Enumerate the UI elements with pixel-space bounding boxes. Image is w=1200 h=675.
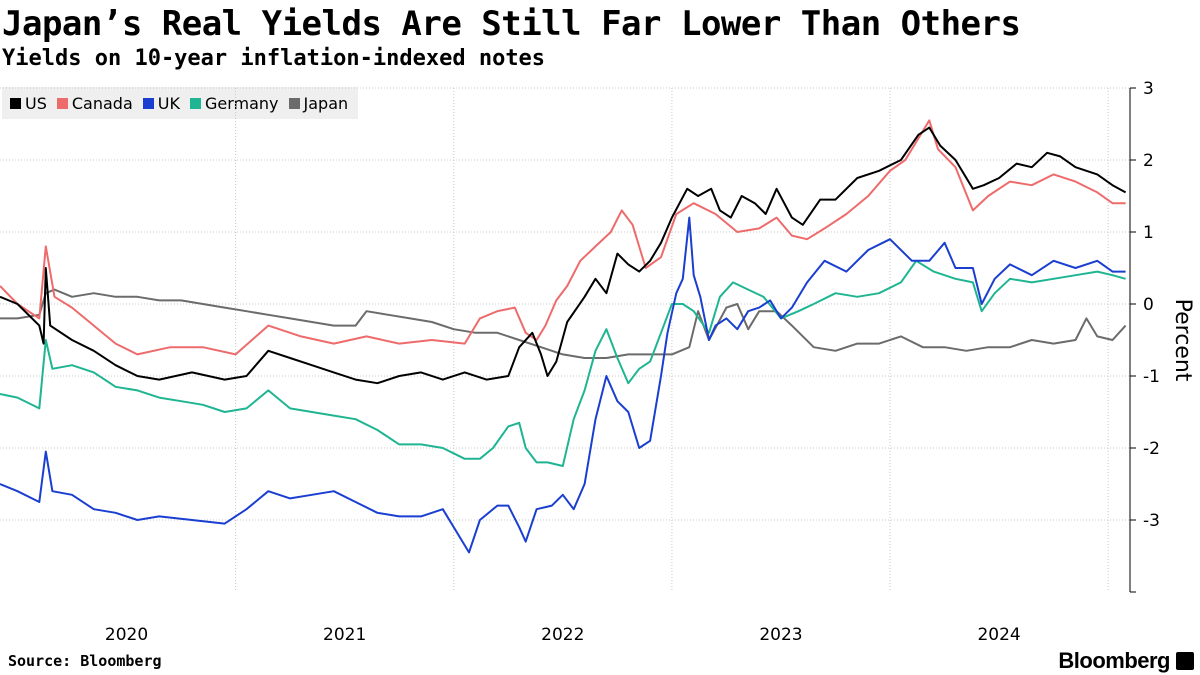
brand-logo: Bloomberg (1058, 648, 1170, 673)
legend-label: Japan (303, 93, 349, 113)
y-tick-label: -3 (1143, 511, 1160, 531)
series-line-canada (0, 119, 1126, 356)
y-tick-label: 3 (1143, 79, 1154, 99)
chart-subtitle: Yields on 10-year inflation-indexed note… (2, 46, 546, 71)
legend-item-japan: Japan (288, 93, 349, 113)
legend: US Canada UK Germany Japan (2, 87, 359, 119)
legend-label: US (25, 93, 47, 113)
legend-label: UK (157, 93, 180, 113)
series-line-japan (0, 288, 1127, 359)
x-tick-label: 2020 (105, 625, 148, 645)
y-tick-label: -1 (1143, 367, 1160, 387)
source-note: Source: Bloomberg (8, 652, 162, 670)
legend-swatch (142, 97, 154, 109)
series-line-germany (0, 259, 1126, 467)
x-tick-label: 2024 (977, 625, 1020, 645)
legend-item-canada: Canada (56, 93, 133, 113)
legend-swatch (10, 97, 21, 109)
bloomberg-terminal-icon (1176, 652, 1194, 670)
y-tick-label: 0 (1143, 295, 1154, 315)
legend-swatch (189, 97, 201, 109)
y-tick-label: 2 (1143, 151, 1154, 171)
y-axis-label: Percent (1170, 299, 1195, 382)
series-line-us (0, 126, 1127, 385)
legend-item-germany: Germany (189, 93, 279, 113)
y-tick-label: -2 (1143, 439, 1160, 459)
legend-swatch (56, 97, 68, 109)
legend-label: Germany (204, 93, 279, 113)
chart-title: Japan’s Real Yields Are Still Far Lower … (2, 4, 1021, 44)
legend-swatch (288, 97, 300, 109)
x-tick-label: 2023 (759, 625, 802, 645)
x-tick-label: 2022 (541, 625, 584, 645)
legend-label: Canada (71, 93, 133, 113)
x-tick-label: 2021 (323, 625, 366, 645)
series-line-uk (0, 216, 1126, 554)
legend-item-uk: UK (142, 93, 180, 113)
y-tick-label: 1 (1143, 223, 1154, 243)
legend-item-us: US (10, 94, 47, 113)
